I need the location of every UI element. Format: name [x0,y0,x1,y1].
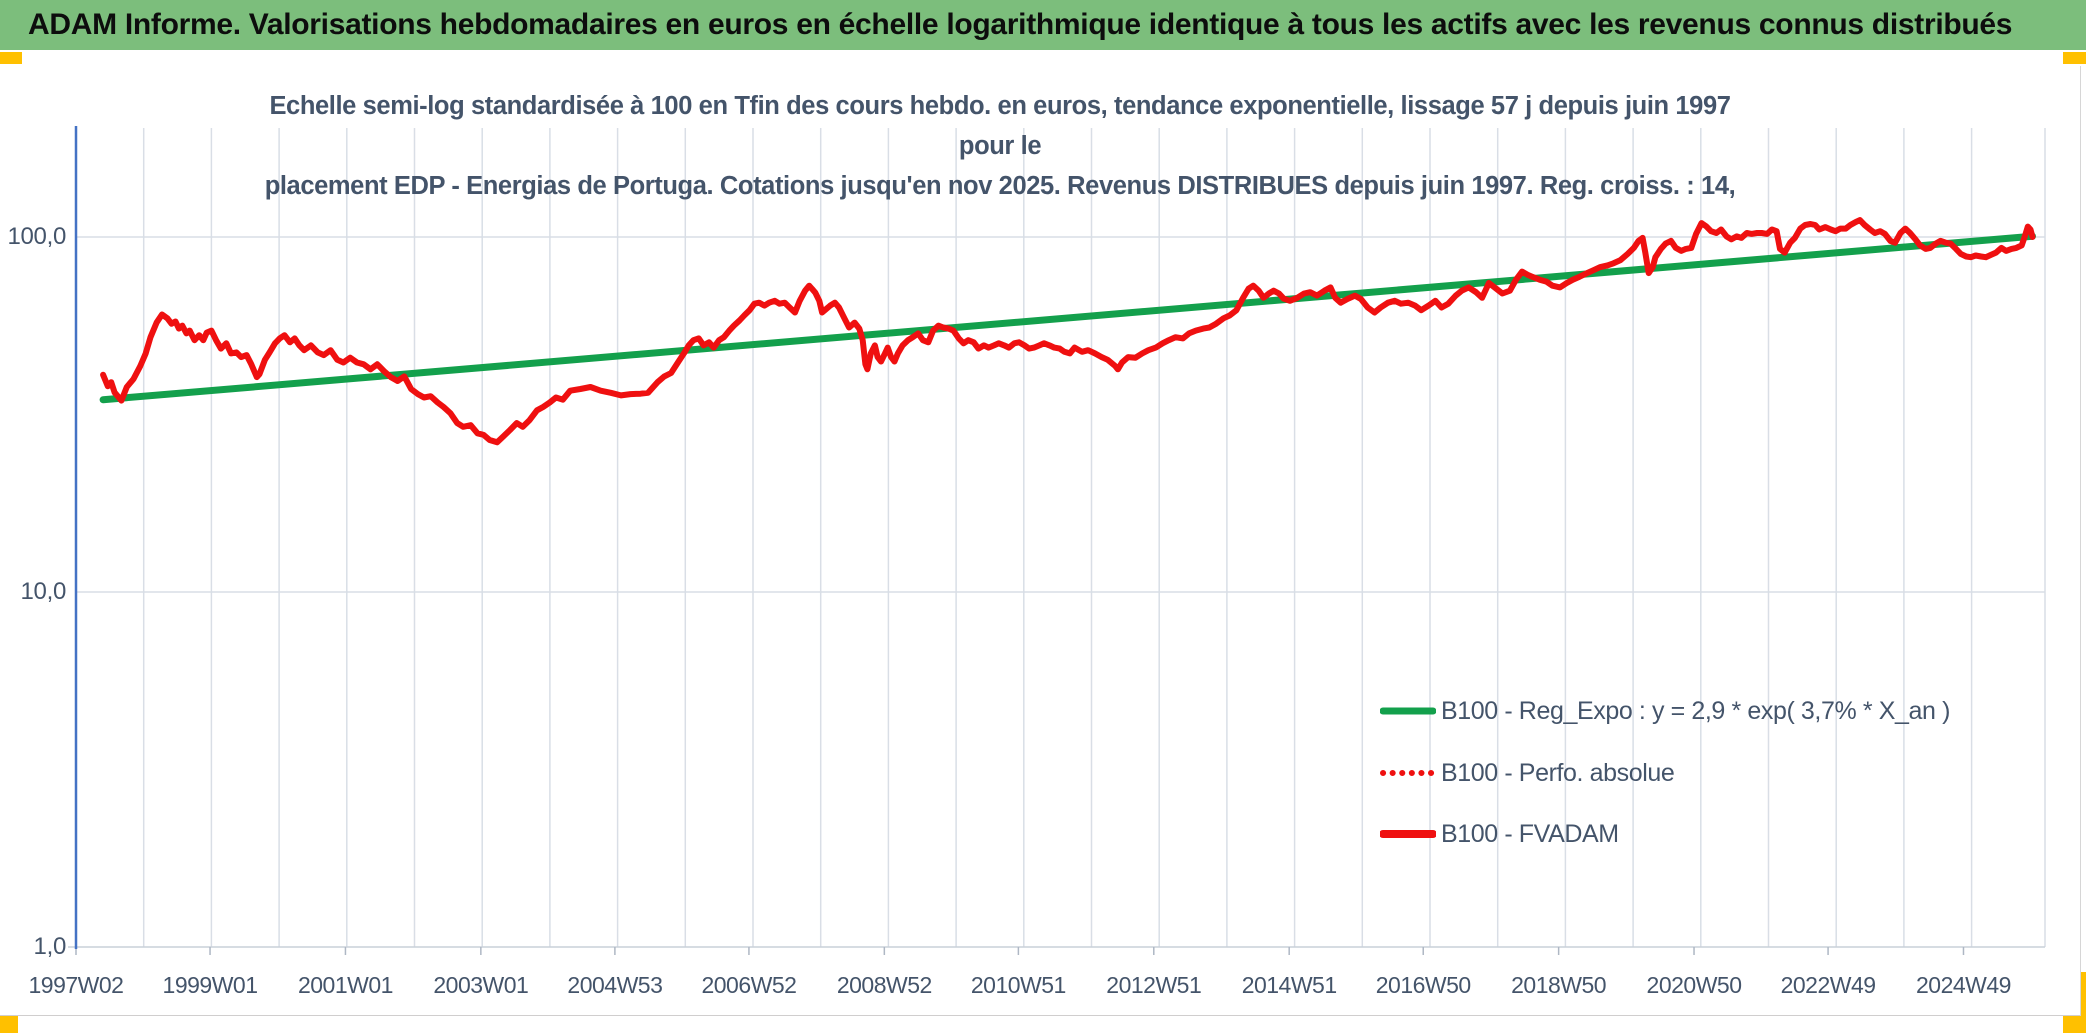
chart-title-line1: Echelle semi-log standardisée à 100 en T… [269,92,1731,160]
series-perfo-absolue [100,217,2035,445]
x-axis-label: 2016W50 [1375,972,1471,998]
y-axis-label: 100,0 [7,223,66,250]
chart-title: Echelle semi-log standardisée à 100 en T… [250,86,1750,206]
legend-swatch-solid [1380,707,1436,715]
legend-item: B100 - Reg_Expo : y = 2,9 * exp( 3,7% * … [1380,696,1950,726]
x-axis-label: 2014W51 [1241,972,1337,998]
accent-bottom-left [0,1016,18,1033]
y-axis-label: 10,0 [20,578,66,605]
legend-swatch-solid-thick [1380,830,1436,838]
x-axis-label: 2020W50 [1646,972,1742,998]
x-axis-label: 2024W49 [1915,972,2011,998]
header-bar: ADAM Informe. Valorisations hebdomadaire… [0,0,2086,50]
legend-swatch-dotted [1380,770,1436,776]
accent-right-strip [2080,972,2086,1033]
x-axis-label: 2003W01 [433,972,529,998]
accent-bottom-right [2063,1014,2086,1033]
legend-label: B100 - FVADAM [1441,819,1619,848]
x-axis-label: 2012W51 [1106,972,1202,998]
x-axis-label: 2010W51 [970,972,1066,998]
x-axis-label: 1999W01 [162,972,258,998]
accent-top-left [0,52,22,64]
x-axis-label: 1997W02 [28,972,124,998]
series-fvadam [100,217,2036,446]
legend-label: B100 - Reg_Expo : y = 2,9 * exp( 3,7% * … [1441,696,1950,725]
legend-item: B100 - Perfo. absolue [1380,758,1675,788]
legend-label: B100 - Perfo. absolue [1441,758,1675,787]
x-axis-label: 2004W53 [567,972,663,998]
chart-title-line2: placement EDP - Energias de Portuga. Cot… [264,172,1736,200]
x-axis-label: 2018W50 [1511,972,1607,998]
x-axis-label: 2008W52 [836,972,932,998]
y-axis-label: 1,0 [33,933,67,960]
page-title: ADAM Informe. Valorisations hebdomadaire… [28,8,2013,41]
x-axis-label: 2022W49 [1780,972,1876,998]
x-axis-label: 2001W01 [297,972,393,998]
series-reg-expo-y-2-9-exp-3-7-x-an- [99,232,2036,404]
x-axis-label: 2006W52 [701,972,797,998]
legend-item: B100 - FVADAM [1380,819,1619,849]
accent-top-right [2063,52,2086,64]
